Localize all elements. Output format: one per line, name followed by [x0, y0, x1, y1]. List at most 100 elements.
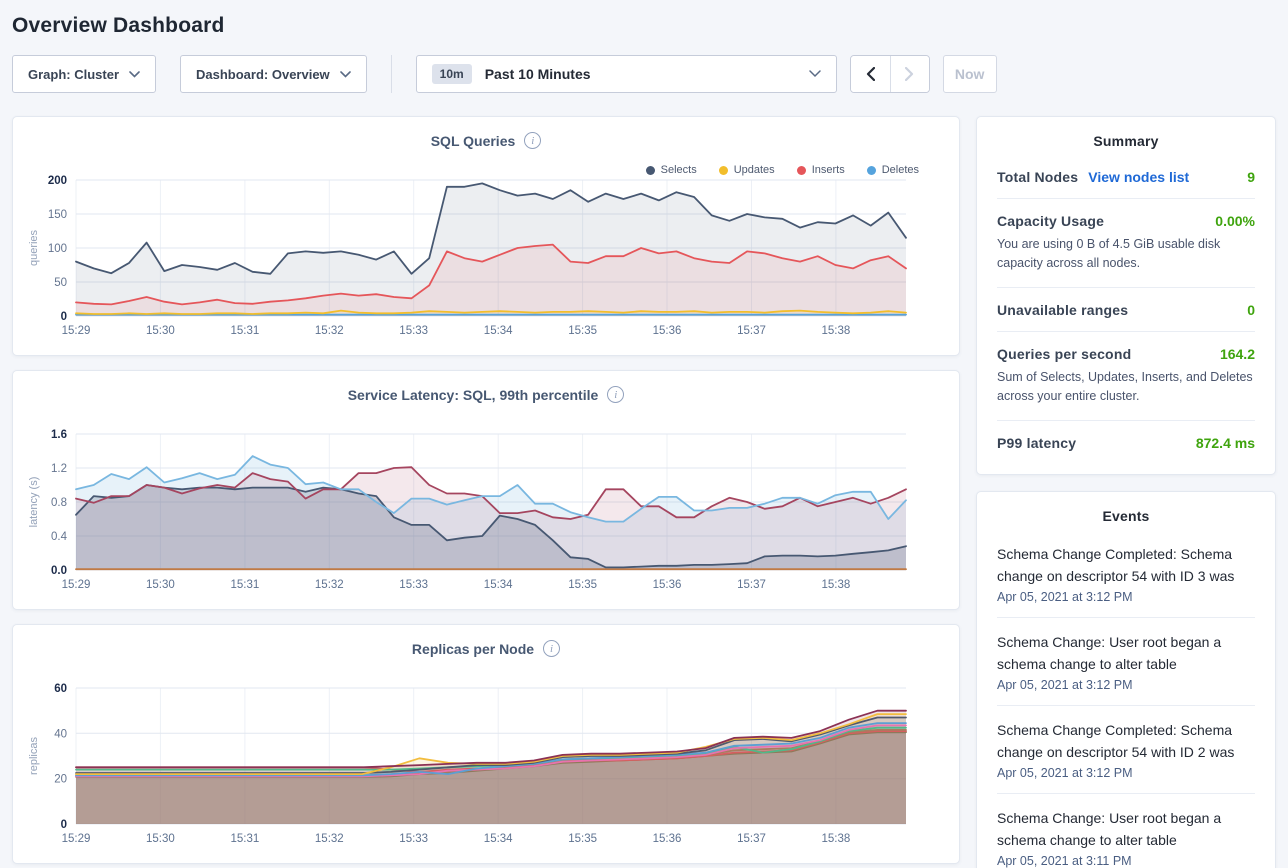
event-timestamp: Apr 05, 2021 at 3:12 PM — [997, 589, 1133, 604]
svg-text:15:30: 15:30 — [146, 325, 175, 337]
dashboard-dropdown[interactable]: Dashboard: Overview — [180, 55, 367, 93]
legend-dot-icon — [796, 165, 806, 175]
svg-text:0: 0 — [61, 819, 67, 831]
svg-text:40: 40 — [54, 728, 67, 740]
capacity-usage-value: 0.00% — [1215, 213, 1255, 229]
svg-text:15:33: 15:33 — [399, 325, 428, 337]
sql-queries-chart[interactable]: 0 50 100 150 200 15:29 15:30 15:31 15:32 15:33 15:… — [13, 150, 959, 342]
legend-item-deletes[interactable]: Deletes — [866, 164, 919, 176]
legend-item-updates[interactable]: Updates — [718, 164, 775, 176]
svg-text:0.0: 0.0 — [51, 565, 67, 577]
summary-row-capacity-usage: Capacity Usage 0.00% You are using 0 B o… — [997, 198, 1255, 287]
svg-text:15:30: 15:30 — [146, 579, 175, 591]
svg-text:15:33: 15:33 — [399, 579, 428, 591]
page-title: Overview Dashboard — [12, 14, 225, 37]
svg-text:0: 0 — [61, 311, 67, 323]
svg-text:15:31: 15:31 — [231, 579, 260, 591]
toolbar-divider — [390, 55, 392, 93]
svg-text:15:35: 15:35 — [568, 579, 597, 591]
total-nodes-label: Total Nodes — [997, 169, 1079, 185]
summary-row-queries-per-second: Queries per second 164.2 Sum of Selects,… — [997, 330, 1255, 420]
summary-panel: Summary Total Nodes View nodes list 9 Ca… — [976, 116, 1276, 475]
svg-text:0.4: 0.4 — [51, 531, 68, 543]
svg-text:15:35: 15:35 — [568, 325, 597, 337]
chevron-down-icon — [339, 70, 351, 78]
svg-text:15:34: 15:34 — [484, 579, 513, 591]
event-timestamp: Apr 05, 2021 at 3:12 PM — [997, 766, 1133, 781]
p99-latency-value: 872.4 ms — [1195, 434, 1255, 451]
capacity-usage-subtext: You are using 0 B of 4.5 GiB usable disk… — [997, 237, 1221, 271]
service-latency-chart[interactable]: 0.0 0.4 0.8 1.2 1.6 15:29 15:30 15:31 15:32 15:33… — [13, 404, 959, 596]
info-icon[interactable]: i — [543, 640, 561, 657]
event-item[interactable]: Schema Change: User root began a schema … — [997, 616, 1255, 705]
events-heading: Events — [1102, 507, 1150, 524]
legend-item-inserts[interactable]: Inserts — [796, 164, 845, 176]
summary-row-unavailable-ranges: Unavailable ranges 0 — [997, 286, 1255, 331]
summary-row-p99-latency: P99 latency 872.4 ms — [997, 419, 1255, 464]
event-item[interactable]: Schema Change Completed: Schema change o… — [997, 530, 1255, 617]
chevron-left-icon — [866, 67, 875, 81]
charts-column: SQL Queries i Selects Updates Inserts Delet… — [12, 116, 960, 864]
svg-text:15:37: 15:37 — [737, 325, 766, 337]
unavailable-ranges-value: 0 — [1247, 301, 1255, 318]
legend-dot-icon — [645, 165, 655, 175]
total-nodes-value: 9 — [1247, 169, 1255, 185]
time-nav-group — [849, 55, 930, 93]
svg-text:1.6: 1.6 — [51, 429, 67, 441]
svg-text:15:34: 15:34 — [484, 833, 513, 845]
legend-item-selects[interactable]: Selects — [645, 164, 697, 176]
time-back-button[interactable] — [850, 56, 890, 92]
svg-text:15:36: 15:36 — [653, 833, 682, 845]
summary-heading: Summary — [1093, 133, 1159, 149]
svg-text:15:29: 15:29 — [62, 833, 91, 845]
event-timestamp: Apr 05, 2021 at 3:11 PM — [997, 854, 1132, 868]
summary-row-total-nodes: Total Nodes View nodes list 9 — [997, 155, 1255, 198]
time-forward-button[interactable] — [889, 56, 929, 92]
info-icon[interactable]: i — [607, 386, 625, 403]
event-message: Schema Change: User root began a schema … — [997, 810, 1222, 849]
event-item[interactable]: Schema Change Completed: Schema change o… — [997, 704, 1255, 793]
svg-text:15:32: 15:32 — [315, 325, 344, 337]
chevron-down-icon — [129, 70, 140, 78]
replicas-per-node-chart[interactable]: 0 20 40 60 15:29 15:30 15:31 15:32 15:33 15:34 15:… — [13, 658, 959, 850]
chart-header: SQL Queries i — [13, 117, 959, 150]
graph-dropdown[interactable]: Graph: Cluster — [12, 55, 157, 93]
time-range-picker[interactable]: 10m Past 10 Minutes — [415, 55, 837, 93]
now-button[interactable]: Now — [942, 55, 997, 93]
event-timestamp: Apr 05, 2021 at 3:12 PM — [997, 677, 1133, 692]
svg-text:15:31: 15:31 — [231, 325, 260, 337]
svg-text:15:30: 15:30 — [146, 833, 175, 845]
svg-text:15:33: 15:33 — [399, 833, 428, 845]
queries-per-second-subtext: Sum of Selects, Updates, Inserts, and De… — [997, 369, 1253, 404]
queries-per-second-value: 164.2 — [1219, 345, 1255, 362]
svg-text:20: 20 — [54, 774, 67, 786]
chart-title: Service Latency: SQL, 99th percentile — [347, 386, 599, 403]
svg-text:15:36: 15:36 — [653, 579, 682, 591]
sidebar-column: Summary Total Nodes View nodes list 9 Ca… — [976, 116, 1276, 868]
graph-dropdown-label: Graph: Cluster — [28, 66, 120, 82]
event-message: Schema Change Completed: Schema change o… — [997, 721, 1235, 761]
event-message: Schema Change: User root began a schema … — [997, 633, 1222, 672]
svg-text:0.8: 0.8 — [51, 497, 67, 509]
svg-text:15:35: 15:35 — [568, 833, 597, 845]
view-nodes-list-link[interactable]: View nodes list — [1088, 169, 1190, 185]
time-range-label: Past 10 Minutes — [484, 66, 591, 82]
events-panel: Events Schema Change Completed: Schema c… — [976, 490, 1276, 868]
replicas-per-node-panel: Replicas per Node i 0 20 40 60 15:29 15:30 15:… — [12, 624, 960, 864]
svg-text:queries: queries — [28, 229, 40, 266]
info-icon[interactable]: i — [524, 132, 542, 149]
svg-text:replicas: replicas — [28, 737, 40, 775]
svg-text:15:38: 15:38 — [822, 325, 851, 337]
unavailable-ranges-label: Unavailable ranges — [997, 301, 1129, 318]
svg-text:15:34: 15:34 — [484, 325, 513, 337]
event-item[interactable]: Schema Change: User root began a schema … — [997, 793, 1255, 868]
svg-text:50: 50 — [54, 277, 67, 289]
dashboard-dropdown-label: Dashboard: Overview — [196, 66, 330, 82]
legend-dot-icon — [866, 165, 876, 175]
toolbar: Graph: Cluster Dashboard: Overview 10m P… — [12, 55, 1276, 93]
queries-per-second-label: Queries per second — [997, 345, 1132, 362]
time-range-badge: 10m — [431, 64, 472, 84]
chevron-right-icon — [905, 67, 914, 81]
event-list: Schema Change Completed: Schema change o… — [997, 530, 1255, 868]
